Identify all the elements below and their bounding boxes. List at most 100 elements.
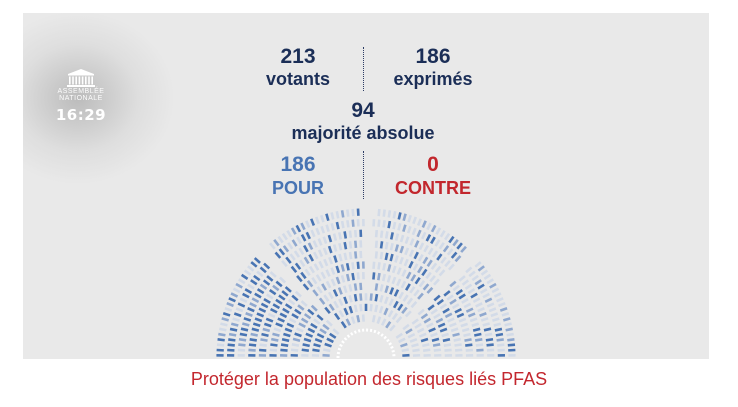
hemicycle-seat [335,276,341,285]
hemicycle-seat [422,343,430,348]
hemicycle-seat [291,239,298,247]
hemicycle-seat [506,332,514,337]
hemicycle-seat [408,260,414,269]
hemicycle-seat [490,312,499,318]
hemicycle-seat [477,283,485,290]
hemicycle-seat [374,240,379,248]
hemicycle-seat [402,213,407,222]
hemicycle-seat [426,286,434,294]
hemicycle-seat [407,332,416,339]
hemicycle-seat [353,283,358,291]
hemicycle-seat [495,332,504,337]
pour-label: POUR [271,178,324,198]
hemicycle-seat [384,252,389,261]
hemicycle-seat [501,312,510,317]
hemicycle-seat [240,273,249,280]
hemicycle-seat [335,265,341,274]
hemicycle-seat [325,224,330,232]
hemicycle-seat [391,265,397,274]
hemicycle-seat [420,337,429,343]
hemicycle-seat [292,337,301,343]
hemicycle-seat [372,261,376,270]
hemicycle-seat [374,229,379,238]
hemicycle-seat [411,227,417,236]
hemicycle-seat [286,322,295,328]
hemicycle-seat [316,314,324,321]
hemicycle-seat [486,348,495,352]
hemicycle-seat [446,248,454,256]
hemicycle-seat [412,263,419,271]
hemicycle-seat [389,287,395,295]
parliament-building-icon [67,69,95,87]
hemicycle-seat [353,293,358,302]
hemicycle-seat [313,318,321,325]
hemicycle-seat [249,338,258,342]
hemicycle-seat [392,300,399,309]
hemicycle-seat [454,255,462,263]
hemicycle-seat [416,327,425,334]
hemicycle-seat [325,280,332,289]
hemicycle-seat [406,297,414,305]
hemicycle-seat [316,286,323,294]
hemicycle-seat [298,247,305,256]
hemicycle-seat [421,268,428,277]
hemicycle-seat [422,348,431,352]
hemicycle-seat [418,280,426,288]
hemicycle-seat [337,287,343,295]
hemicycle-seat [277,317,285,323]
hemicycle-seat [224,307,233,312]
hemicycle-seat [290,353,298,357]
hemicycle-seat [290,348,299,352]
hemicycle-seat [378,305,384,314]
hemicycle-seat [455,289,463,296]
hemicycle-seat [434,239,441,247]
hemicycle-seat [369,303,373,312]
hemicycle-seat [438,242,445,250]
hemicycle-seat [396,267,402,275]
hemicycle-seat [442,307,450,314]
hemicycle-seat [497,354,506,357]
hemicycle-seat [417,265,424,274]
hemicycle-seat [325,319,333,327]
hemicycle-seat [389,324,396,332]
hemicycle-seat [313,343,321,348]
hemicycle-seat [248,343,257,347]
hemicycle-seat [238,343,246,347]
hemicycle-seat [235,282,243,289]
hemicycle-seat [282,307,290,314]
hemicycle-seat [259,343,267,347]
hemicycle-seat [281,232,288,241]
hemicycle-seat [486,343,494,347]
hemicycle-seat [504,322,512,327]
hemicycle-seat [422,283,430,291]
hemicycle-seat [256,270,264,278]
hemicycle-seat [464,338,472,342]
hemicycle-seat [346,220,350,228]
hemicycle-seat [307,327,316,334]
hemicycle-seat-chart [216,208,516,359]
hemicycle-seat [216,343,225,347]
hemicycle-seat [322,353,330,357]
hemicycle-seat [496,338,504,342]
hemicycle-seat [398,337,406,344]
hemicycle-seat [474,332,482,337]
hemicycle-seat [351,262,355,270]
hemicycle-seat [433,294,441,302]
hemicycle-seat [407,214,412,223]
hemicycle-seat [480,317,489,322]
hemicycle-seat [300,271,307,280]
hemicycle-seat [293,250,301,258]
hemicycle-seat [422,256,429,265]
hemicycle-seat [294,332,302,338]
hemicycle-seat [345,263,350,271]
hemicycle-seat [450,251,458,259]
hemicycle-seat [482,322,491,327]
hemicycle-seat [280,348,288,352]
hemicycle-seat [472,297,481,303]
hemicycle-seat [439,230,446,238]
hemicycle-seat [404,310,412,318]
hemicycle-seat [250,261,258,268]
hemicycle-seat [402,224,407,232]
hemicycle-seat [300,317,309,324]
hemicycle-seat [461,297,469,304]
